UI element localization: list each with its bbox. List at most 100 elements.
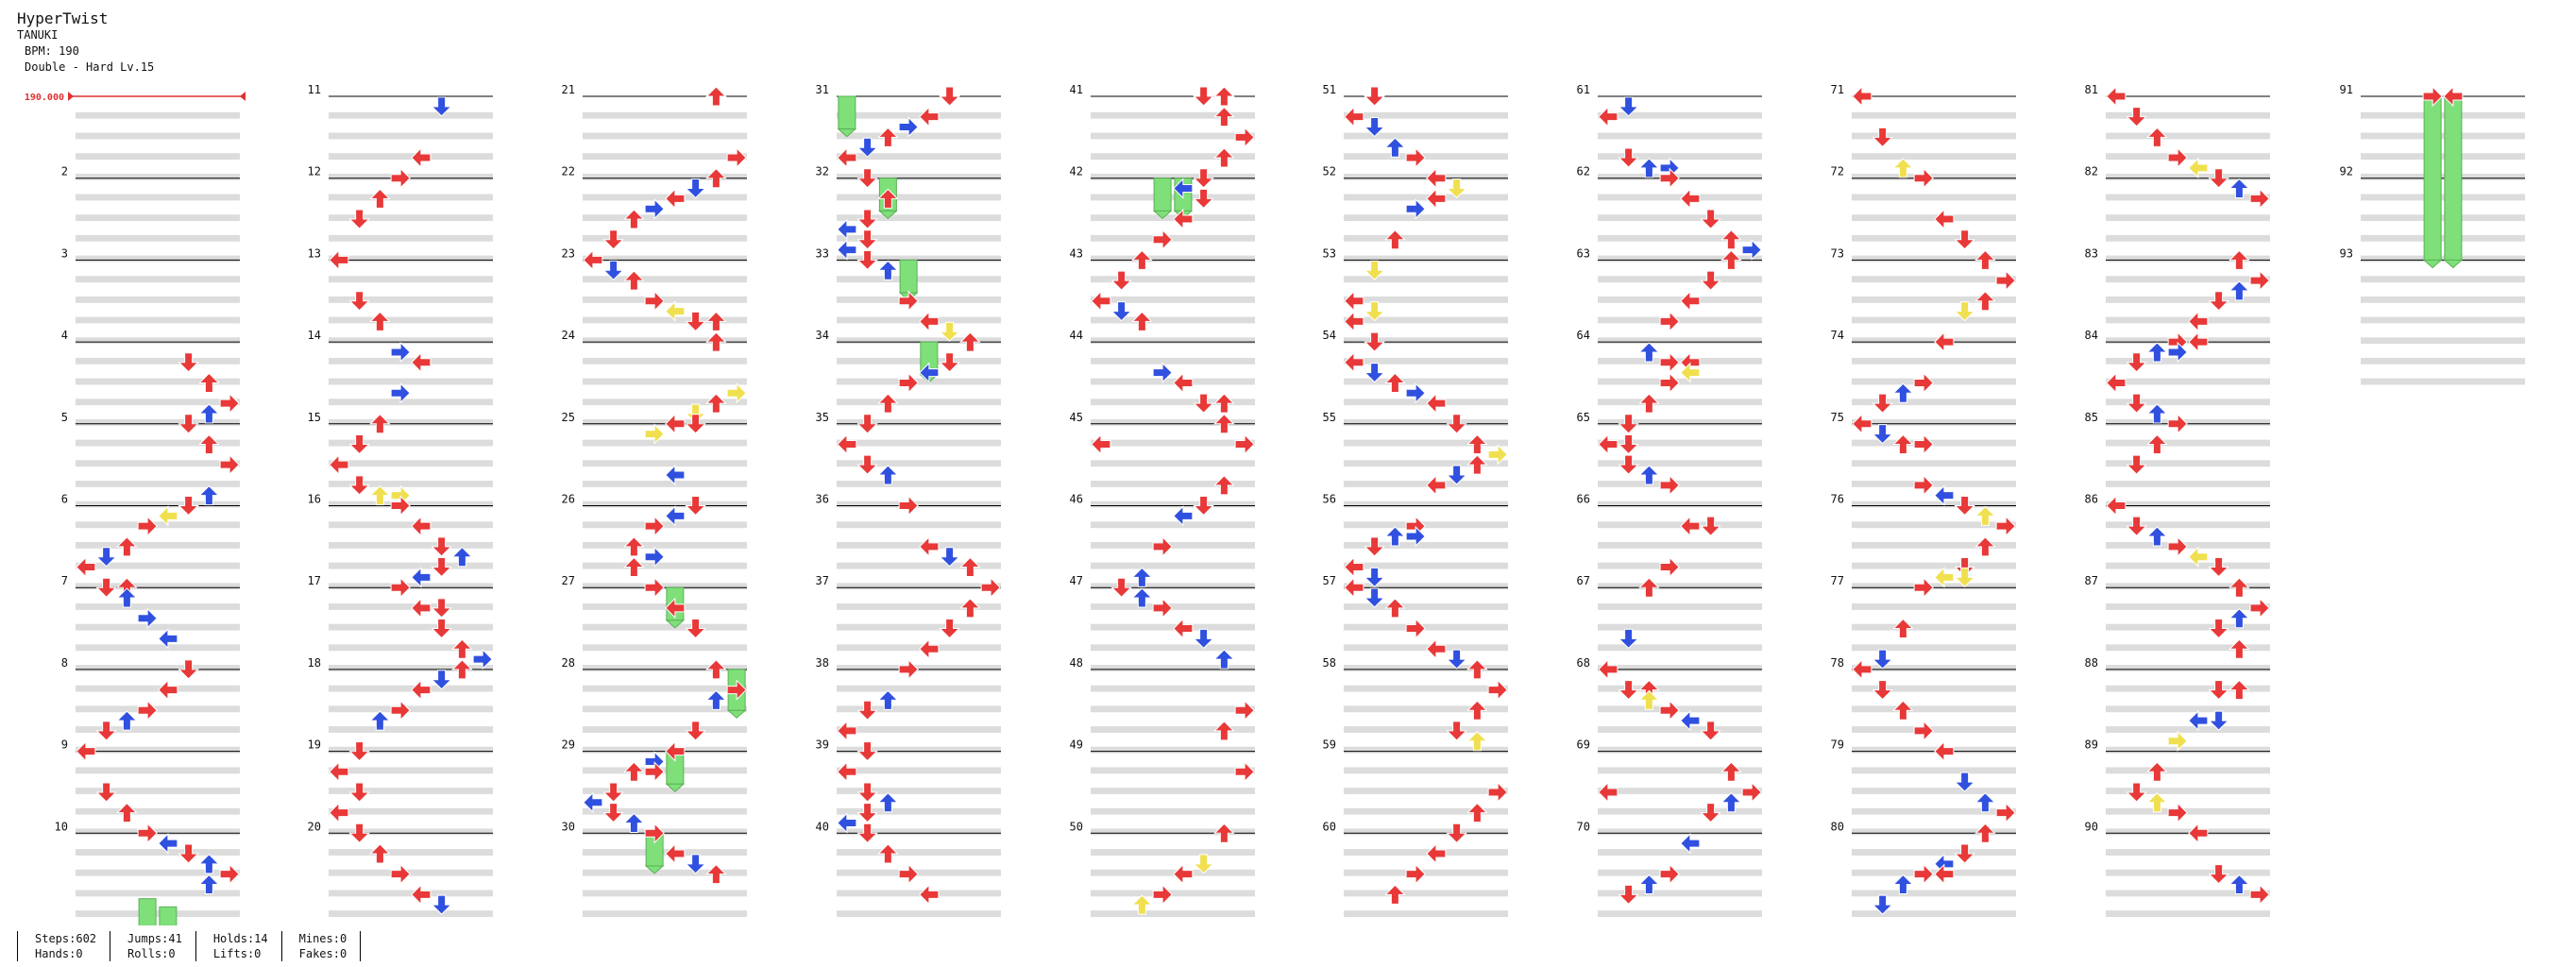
arrow-note xyxy=(898,372,919,394)
row-band xyxy=(2361,194,2525,201)
arrow-note xyxy=(1364,587,1385,608)
arrow-note xyxy=(1954,229,1975,250)
row-band xyxy=(837,357,1001,365)
arrow-note xyxy=(1598,433,1618,455)
measure-number: 80 xyxy=(1831,820,1844,833)
arrow-note xyxy=(158,505,178,527)
arrow-note xyxy=(898,116,919,138)
row-band xyxy=(329,357,493,365)
arrow-note xyxy=(1680,832,1701,855)
arrow-note xyxy=(1598,781,1618,804)
arrow-note xyxy=(2208,291,2229,312)
row-band xyxy=(1852,357,2016,365)
row-band xyxy=(583,562,747,569)
row-band xyxy=(583,542,747,549)
hold-note xyxy=(2423,95,2442,261)
arrow-note xyxy=(959,598,981,619)
row-band xyxy=(329,849,493,856)
arrow-note xyxy=(1700,270,1721,291)
arrow-note xyxy=(1446,649,1467,670)
row-band xyxy=(329,726,493,733)
row-band xyxy=(583,890,747,897)
bpm-marker-start xyxy=(68,92,74,101)
arrow-note xyxy=(1954,772,1975,792)
arrow-note xyxy=(329,802,349,823)
arrow-note xyxy=(1659,700,1680,721)
row-band xyxy=(583,234,747,242)
arrow-note xyxy=(959,331,981,352)
arrow-note xyxy=(877,188,899,209)
measure-number: 73 xyxy=(1831,246,1844,260)
row-bands xyxy=(76,111,2525,917)
arrow-note xyxy=(1364,567,1385,588)
row-band xyxy=(1091,132,1255,140)
arrow-note xyxy=(1234,127,1255,148)
arrow-note xyxy=(116,536,138,557)
arrow-note xyxy=(198,484,220,506)
row-band xyxy=(1598,767,1762,774)
arrow-note xyxy=(2229,280,2250,301)
measure-number: 20 xyxy=(308,820,321,833)
stat-group-jumps: Jumps:41 Rolls:0 xyxy=(110,931,195,961)
row-band xyxy=(2361,378,2525,385)
row-band xyxy=(1091,849,1255,856)
arrow-note xyxy=(369,710,391,731)
row-band xyxy=(1852,665,2016,671)
arrow-note xyxy=(685,414,706,434)
arrow-note xyxy=(1364,331,1385,352)
row-band xyxy=(76,849,240,856)
row-band xyxy=(1344,153,1508,161)
row-band xyxy=(2361,173,2525,180)
hold-note xyxy=(2444,95,2463,261)
arrow-note xyxy=(1995,802,2016,823)
arrow-note xyxy=(1213,414,1235,434)
arrow-note xyxy=(1934,484,1955,506)
arrow-note xyxy=(1598,658,1618,681)
arrow-note xyxy=(705,393,727,414)
measure-number: 37 xyxy=(816,574,829,587)
arrow-note xyxy=(390,495,411,517)
arrow-note xyxy=(2126,782,2147,803)
row-band xyxy=(1091,746,1255,754)
row-band xyxy=(76,562,240,569)
row-band xyxy=(1091,399,1255,406)
arrow-note xyxy=(1193,188,1214,210)
arrow-note xyxy=(2229,679,2250,701)
measure-number: 83 xyxy=(2085,246,2098,260)
arrow-note xyxy=(1934,567,1955,588)
stat-rolls: Rolls:0 xyxy=(127,947,176,960)
arrow-note xyxy=(1892,382,1914,403)
row-band xyxy=(1091,480,1255,487)
row-band xyxy=(837,849,1001,856)
row-band xyxy=(837,132,1001,140)
stats-bar: Steps:602 Hands:0 Jumps:41 Rolls:0 Holds… xyxy=(17,931,362,961)
arrow-note xyxy=(2188,709,2209,732)
arrow-note xyxy=(685,854,706,874)
arrow-note xyxy=(137,823,158,844)
row-band xyxy=(2106,173,2270,180)
arrow-note xyxy=(644,576,665,599)
row-band xyxy=(1598,849,1762,856)
arrow-note xyxy=(623,536,645,557)
arrow-note xyxy=(2188,546,2209,568)
measure-number: 24 xyxy=(562,329,575,342)
row-band xyxy=(1091,603,1255,610)
arrow-note xyxy=(1852,85,1873,108)
row-band xyxy=(76,583,240,590)
row-band xyxy=(1091,111,1255,119)
arrow-note xyxy=(1234,700,1255,721)
arrow-note xyxy=(1344,106,1364,127)
row-band xyxy=(76,357,240,365)
row-band xyxy=(837,665,1001,671)
arrow-note xyxy=(1193,854,1214,874)
arrow-note xyxy=(1213,86,1235,107)
row-band xyxy=(2361,357,2525,365)
arrow-note xyxy=(1173,372,1194,394)
arrow-note xyxy=(472,648,493,670)
row-band xyxy=(1091,194,1255,201)
arrow-note xyxy=(1213,823,1235,843)
arrow-note xyxy=(1720,229,1742,250)
row-band xyxy=(1091,439,1255,447)
measure-number: 36 xyxy=(816,493,829,506)
row-band xyxy=(2106,644,2270,652)
